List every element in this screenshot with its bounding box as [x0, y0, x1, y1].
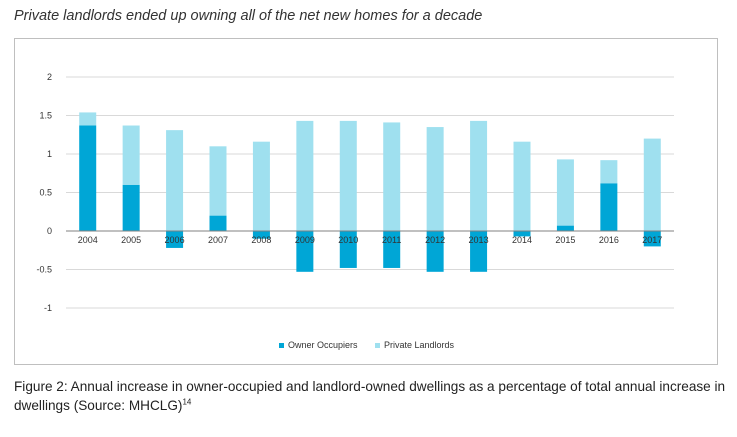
x-axis-ticks: 2004 2005 2006 2007 2008 2009 2010 2011 2012 2013…	[78, 235, 663, 245]
bar-owner-occupiers-2015	[556, 225, 574, 231]
stacked-bar-chart: -1 -0.5 0 0.5 1 1.5 2 2004 2005 2006 2007 2008 2009…	[36, 72, 674, 350]
bar-owner-occupiers-2017	[643, 231, 661, 247]
bar-private-landlords-2004	[79, 112, 97, 126]
y-tick-label: 0.5	[39, 188, 52, 198]
y-tick-label: 2	[47, 72, 52, 82]
bar-private-landlords-2012	[426, 127, 444, 231]
bar-owner-occupiers-2013	[470, 231, 488, 272]
bar-owner-occupiers-2012	[426, 231, 444, 272]
bar-owner-occupiers-2009	[296, 231, 314, 272]
bar-owner-occupiers-2006	[166, 231, 184, 248]
bar-private-landlords-2009	[296, 120, 314, 231]
bar-private-landlords-2005	[122, 125, 140, 185]
y-tick-label: 1	[47, 149, 52, 159]
y-tick-label: 0	[47, 226, 52, 236]
bar-owner-occupiers-2010	[339, 231, 357, 268]
bar-owner-occupiers-2008	[252, 231, 270, 239]
bar-private-landlords-2010	[339, 120, 357, 231]
bar-owner-occupiers-2016	[600, 183, 618, 231]
bar-private-landlords-2015	[556, 159, 574, 226]
bar-owner-occupiers-2004	[79, 125, 97, 231]
bar-private-landlords-2006	[166, 130, 184, 231]
legend-swatch-private-landlords	[375, 343, 380, 348]
legend-label-owner-occupiers: Owner Occupiers	[288, 340, 358, 350]
bar-owner-occupiers-2014	[513, 231, 531, 237]
bar-private-landlords-2008	[252, 141, 270, 231]
y-tick-label: -0.5	[36, 265, 52, 275]
x-tick-label: 2004	[78, 235, 98, 245]
x-tick-label: 2013	[469, 235, 489, 245]
figure-caption-text: Figure 2: Annual increase in owner-occup…	[14, 379, 726, 413]
y-tick-label: -1	[44, 303, 52, 313]
bar-private-landlords-2016	[600, 160, 618, 184]
x-tick-label: 2017	[642, 235, 662, 245]
bar-private-landlords-2007	[209, 146, 227, 216]
y-axis-ticks: -1 -0.5 0 0.5 1 1.5 2	[36, 72, 52, 313]
y-tick-label: 1.5	[39, 111, 52, 121]
figure-caption: Figure 2: Annual increase in owner-occup…	[14, 377, 729, 415]
x-tick-label: 2009	[295, 235, 315, 245]
bar-owner-occupiers-2007	[209, 215, 227, 231]
x-tick-label: 2015	[555, 235, 575, 245]
bars	[79, 112, 661, 272]
x-tick-label: 2011	[382, 235, 401, 245]
bar-private-landlords-2017	[643, 138, 661, 231]
bar-owner-occupiers-2005	[122, 184, 140, 231]
footnote-marker: 14	[182, 397, 192, 407]
x-tick-label: 2008	[251, 235, 271, 245]
bar-private-landlords-2013	[470, 120, 488, 231]
x-tick-label: 2014	[512, 235, 532, 245]
chart-frame	[14, 38, 718, 365]
x-tick-label: 2010	[338, 235, 358, 245]
legend-swatch-owner-occupiers	[279, 343, 284, 348]
gridlines	[66, 76, 674, 309]
bar-private-landlords-2014	[513, 141, 531, 231]
x-tick-label: 2012	[425, 235, 445, 245]
chart-title: Private landlords ended up owning all of…	[14, 8, 483, 24]
x-tick-label: 2006	[165, 235, 185, 245]
bar-owner-occupiers-2011	[383, 231, 401, 268]
x-tick-label: 2007	[208, 235, 228, 245]
legend-label-private-landlords: Private Landlords	[384, 340, 455, 350]
x-tick-label: 2016	[599, 235, 619, 245]
x-tick-label: 2005	[121, 235, 141, 245]
bar-private-landlords-2011	[383, 122, 401, 231]
legend: Owner Occupiers Private Landlords	[279, 340, 455, 350]
